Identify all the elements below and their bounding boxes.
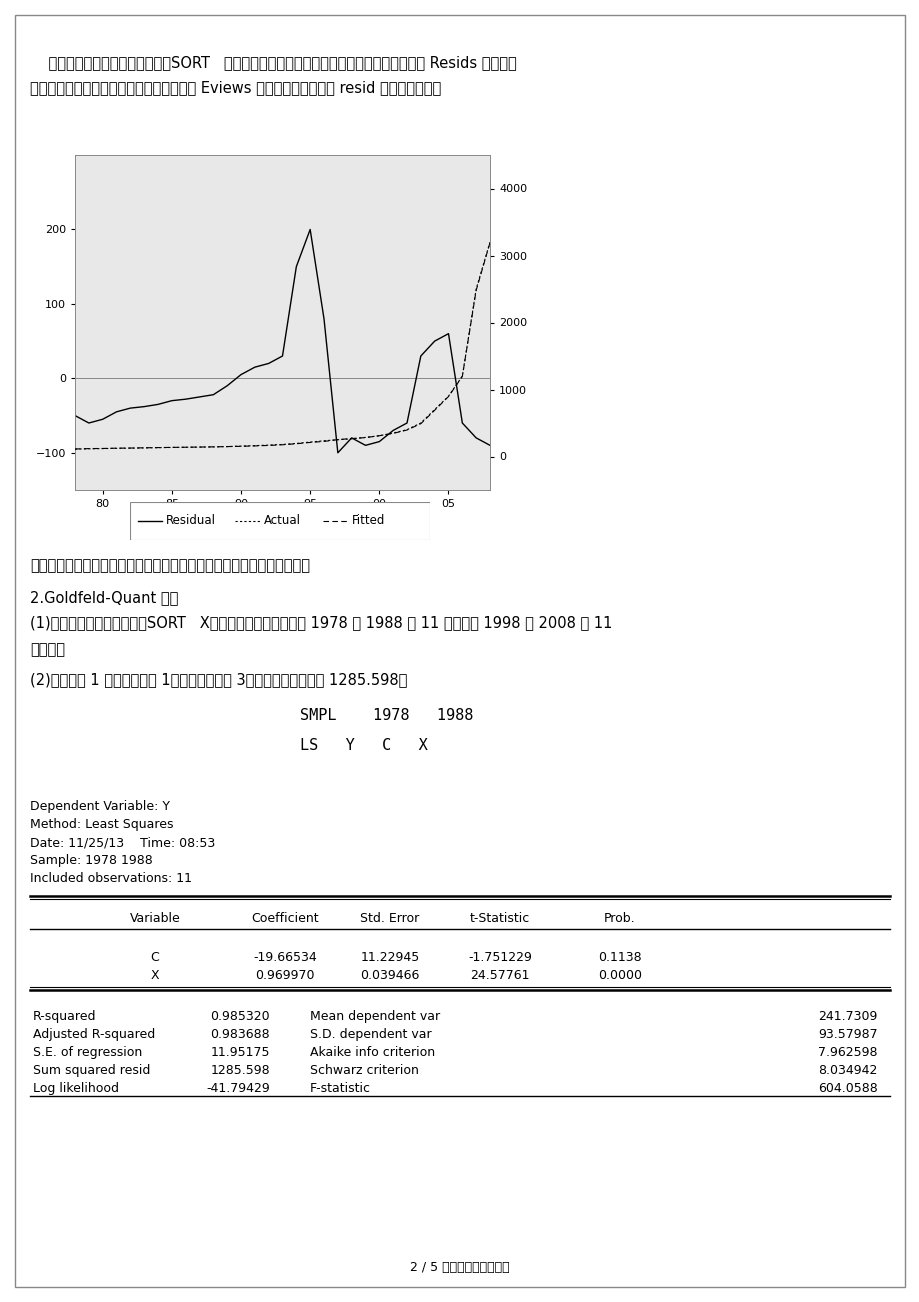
Text: 93.57987: 93.57987 <box>818 1029 877 1042</box>
Text: S.D. dependent var: S.D. dependent var <box>310 1029 431 1042</box>
Text: Dependent Variable: Y: Dependent Variable: Y <box>30 799 170 812</box>
Text: Akaike info criterion: Akaike info criterion <box>310 1046 435 1059</box>
Text: 以得到模型的残差分布图（或建立方程后在 Eviews 工作文件窗口中点击 resid 对象来观察）。: 以得到模型的残差分布图（或建立方程后在 Eviews 工作文件窗口中点击 res… <box>30 79 441 95</box>
Text: Method: Least Squares: Method: Least Squares <box>30 818 174 831</box>
Text: 24.57761: 24.57761 <box>470 969 529 982</box>
Text: 7.962598: 7.962598 <box>818 1046 877 1059</box>
Text: Residual: Residual <box>165 514 216 527</box>
Text: F-statistic: F-statistic <box>310 1082 370 1095</box>
Text: (1)将样本安解释变量排序（SORT   X）并分成两部分（分别有 1978 到 1988 共 11 个样本合 1998 到 2008 共 11: (1)将样本安解释变量排序（SORT X）并分成两部分（分别有 1978 到 1… <box>30 615 612 630</box>
Text: 上图显示回归方程的残差分布有明显的扩大趋势，即表明存在异方差性。: 上图显示回归方程的残差分布有明显的扩大趋势，即表明存在异方差性。 <box>30 559 310 573</box>
Text: -41.79429: -41.79429 <box>206 1082 269 1095</box>
Text: LS   Y   C   X: LS Y C X <box>300 738 427 753</box>
Text: Fitted: Fitted <box>352 514 385 527</box>
Text: C: C <box>151 950 159 963</box>
Text: SMPL    1978   1988: SMPL 1978 1988 <box>300 708 473 723</box>
Text: Mean dependent var: Mean dependent var <box>310 1010 439 1023</box>
Text: 2 / 5 文档可自由编辑打印: 2 / 5 文档可自由编辑打印 <box>410 1262 509 1273</box>
Text: 0.985320: 0.985320 <box>210 1010 269 1023</box>
Text: S.E. of regression: S.E. of regression <box>33 1046 142 1059</box>
Text: 604.0588: 604.0588 <box>817 1082 877 1095</box>
Text: (2)利用样本 1 建立回归模型 1（回归结果如图 3），其残差平方和为 1285.598。: (2)利用样本 1 建立回归模型 1（回归结果如图 3），其残差平方和为 128… <box>30 672 407 687</box>
Text: 241.7309: 241.7309 <box>818 1010 877 1023</box>
Text: Included observations: 11: Included observations: 11 <box>30 872 192 885</box>
Text: 个样本）: 个样本） <box>30 642 65 658</box>
Text: Coefficient: Coefficient <box>251 911 319 924</box>
Text: 0.983688: 0.983688 <box>210 1029 269 1042</box>
Text: Actual: Actual <box>264 514 301 527</box>
Text: 8.034942: 8.034942 <box>818 1064 877 1077</box>
Text: Sum squared resid: Sum squared resid <box>33 1064 150 1077</box>
Text: 1285.598: 1285.598 <box>210 1064 269 1077</box>
Text: Prob.: Prob. <box>604 911 635 924</box>
Text: Variable: Variable <box>130 911 180 924</box>
Text: Std. Error: Std. Error <box>360 911 419 924</box>
Text: 0.969970: 0.969970 <box>255 969 314 982</box>
Text: 首先将数据排序（命令格式为：SORT   解释变量），然后建立回归方程。在方程窗口中点击 Resids 按钮就可: 首先将数据排序（命令格式为：SORT 解释变量），然后建立回归方程。在方程窗口中… <box>30 55 516 70</box>
Text: -19.66534: -19.66534 <box>253 950 316 963</box>
Text: Sample: 1978 1988: Sample: 1978 1988 <box>30 854 153 867</box>
Text: -1.751229: -1.751229 <box>468 950 531 963</box>
Text: 0.0000: 0.0000 <box>597 969 641 982</box>
Text: Date: 11/25/13    Time: 08:53: Date: 11/25/13 Time: 08:53 <box>30 836 215 849</box>
Text: Adjusted R-squared: Adjusted R-squared <box>33 1029 155 1042</box>
Text: 2.Goldfeld-Quant 检验: 2.Goldfeld-Quant 检验 <box>30 590 178 605</box>
Text: t-Statistic: t-Statistic <box>470 911 529 924</box>
Text: 0.039466: 0.039466 <box>360 969 419 982</box>
Text: R-squared: R-squared <box>33 1010 96 1023</box>
Text: X: X <box>151 969 159 982</box>
Text: Schwarz criterion: Schwarz criterion <box>310 1064 418 1077</box>
Text: Log likelihood: Log likelihood <box>33 1082 119 1095</box>
Text: 0.1138: 0.1138 <box>597 950 641 963</box>
Text: 11.95175: 11.95175 <box>210 1046 269 1059</box>
Text: 11.22945: 11.22945 <box>360 950 419 963</box>
